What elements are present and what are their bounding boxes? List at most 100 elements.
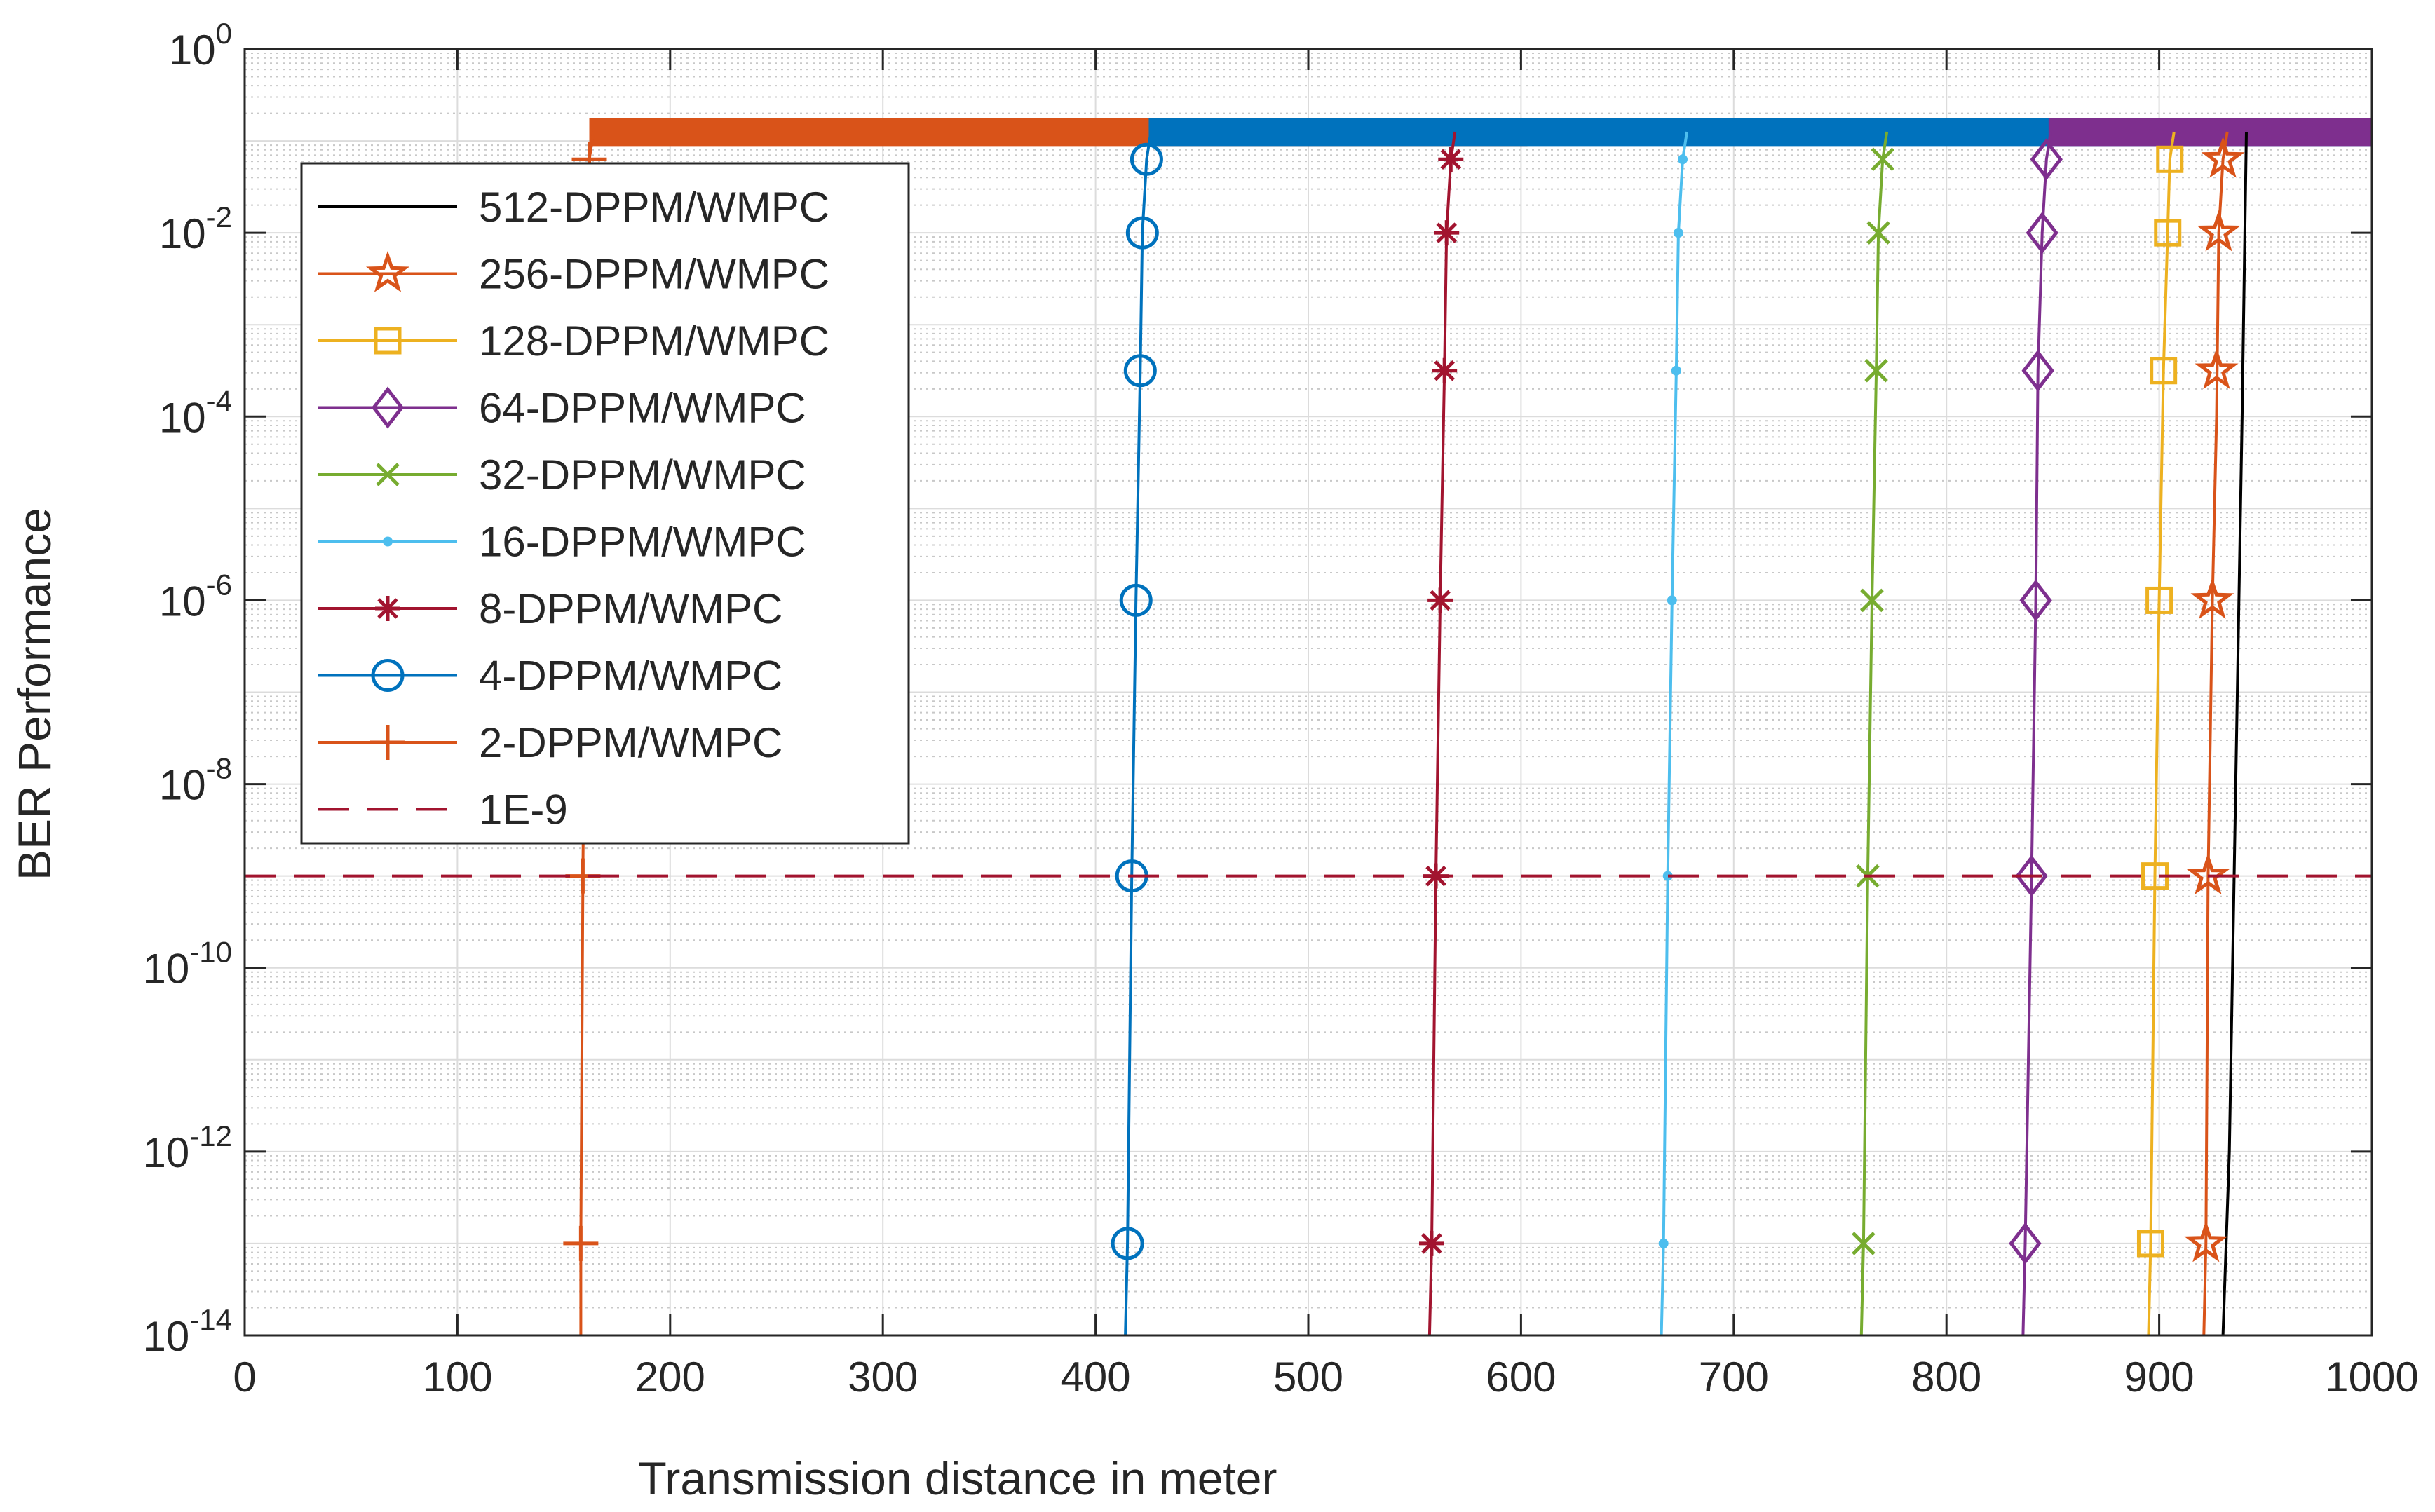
series-4-dppm-wmpc	[1111, 131, 1163, 1336]
data-point	[2136, 1230, 2164, 1258]
y-axis-label: BER Performance	[8, 508, 60, 880]
saturation-bar	[2048, 118, 2372, 147]
series-line	[1660, 131, 1689, 1336]
x-axis-label: Transmission distance in meter	[639, 1452, 1277, 1504]
axis-labels: Transmission distance in meter BER Perfo…	[8, 508, 1277, 1504]
data-point	[1119, 583, 1153, 617]
data-point	[1434, 220, 1460, 246]
data-point	[1123, 354, 1157, 388]
y-tick-label: 10-14	[143, 1303, 232, 1360]
data-point	[371, 659, 405, 692]
legend-item: 4-DPPM/WMPC	[318, 653, 782, 700]
series-line	[2221, 131, 2248, 1336]
x-tick-label: 0	[233, 1354, 256, 1401]
x-tick-label: 1000	[2325, 1354, 2418, 1401]
x-tick-label: 300	[848, 1354, 918, 1401]
data-point	[1125, 216, 1159, 250]
legend-item: 32-DPPM/WMPC	[318, 451, 806, 498]
data-point	[2150, 357, 2178, 385]
data-point	[1438, 147, 1464, 172]
legend-label: 2-DPPM/WMPC	[479, 719, 782, 766]
legend-label: 512-DPPM/WMPC	[479, 184, 829, 231]
y-tick-label: 10-12	[143, 1119, 232, 1176]
data-point	[1860, 588, 1884, 613]
data-point	[2145, 586, 2173, 614]
legend: 512-DPPM/WMPC 256-DPPM/WMPC 128-DPPM/WMPC 6…	[300, 162, 910, 845]
data-point	[2197, 210, 2241, 252]
data-point	[1671, 365, 1681, 376]
x-tick-label: 700	[1699, 1354, 1769, 1401]
data-point	[376, 463, 400, 486]
data-point	[1418, 1230, 1444, 1256]
data-point	[1432, 357, 1458, 383]
series-16-dppm-wmpc	[1658, 131, 1689, 1336]
y-tick-label: 10-10	[143, 936, 232, 993]
data-point	[375, 596, 400, 621]
series-128-dppm-wmpc	[2136, 131, 2184, 1336]
data-point	[2030, 138, 2063, 181]
series-line	[1859, 131, 1889, 1336]
x-tick-label: 200	[635, 1354, 705, 1401]
data-point	[1667, 595, 1677, 606]
data-point	[2154, 219, 2182, 247]
x-tick-label: 800	[1911, 1354, 1981, 1401]
data-point	[1864, 358, 1888, 383]
x-tick-label: 500	[1273, 1354, 1343, 1401]
axes: 0 100 200 300 400 500 600 700 800 900 1000 100 10-2 1…	[143, 17, 2419, 1401]
data-point	[1658, 1238, 1669, 1248]
legend-item: 128-DPPM/WMPC	[318, 318, 829, 365]
data-point	[563, 1225, 599, 1261]
legend-item: 256-DPPM/WMPC	[318, 251, 829, 298]
data-point	[383, 536, 393, 547]
data-point	[2019, 579, 2052, 622]
legend-item: 2-DPPM/WMPC	[318, 719, 782, 766]
data-point	[2195, 348, 2239, 390]
legend-box	[300, 162, 910, 845]
data-point	[1662, 871, 1673, 881]
series-256-dppm-wmpc	[2184, 131, 2245, 1336]
data-point	[365, 250, 410, 292]
data-point	[1852, 1232, 1876, 1255]
data-point	[2026, 212, 2058, 254]
x-tick-label: 100	[422, 1354, 492, 1401]
series-line	[2202, 131, 2229, 1336]
legend-label: 16-DPPM/WMPC	[479, 519, 806, 566]
x-tick-label: 900	[2124, 1354, 2195, 1401]
data-point	[2184, 1220, 2228, 1262]
legend-item: 8-DPPM/WMPC	[318, 585, 782, 632]
y-tick-label: 10-6	[159, 568, 232, 625]
x-tick-label: 400	[1061, 1354, 1131, 1401]
legend-label: 1E-9	[479, 786, 568, 833]
legend-label: 32-DPPM/WMPC	[479, 451, 806, 498]
data-point	[370, 725, 405, 760]
data-point	[2186, 852, 2230, 895]
data-point	[1673, 228, 1683, 238]
data-point	[2009, 1222, 2042, 1265]
data-point	[2201, 136, 2245, 178]
series-line	[1124, 131, 1153, 1336]
legend-item: 512-DPPM/WMPC	[318, 184, 829, 231]
data-point	[2015, 854, 2048, 897]
legend-label: 128-DPPM/WMPC	[479, 318, 829, 365]
data-point	[1427, 587, 1453, 613]
data-point	[2156, 145, 2184, 173]
y-tick-label: 10-2	[159, 200, 232, 257]
series-64-dppm-wmpc	[2009, 131, 2063, 1336]
legend-label: 4-DPPM/WMPC	[479, 653, 782, 700]
data-point	[374, 327, 402, 355]
data-point	[2190, 577, 2234, 619]
legend-item: 64-DPPM/WMPC	[318, 385, 806, 432]
x-tick-label: 600	[1486, 1354, 1556, 1401]
data-point	[1677, 154, 1688, 165]
legend-label: 8-DPPM/WMPC	[479, 585, 782, 632]
series-line	[2021, 131, 2052, 1336]
data-point	[1111, 1227, 1144, 1260]
data-point	[371, 386, 405, 429]
data-point	[2021, 349, 2054, 392]
data-point	[1871, 147, 1894, 172]
legend-label: 256-DPPM/WMPC	[479, 251, 829, 298]
legend-label: 64-DPPM/WMPC	[479, 385, 806, 432]
y-tick-label: 10-4	[159, 384, 232, 441]
